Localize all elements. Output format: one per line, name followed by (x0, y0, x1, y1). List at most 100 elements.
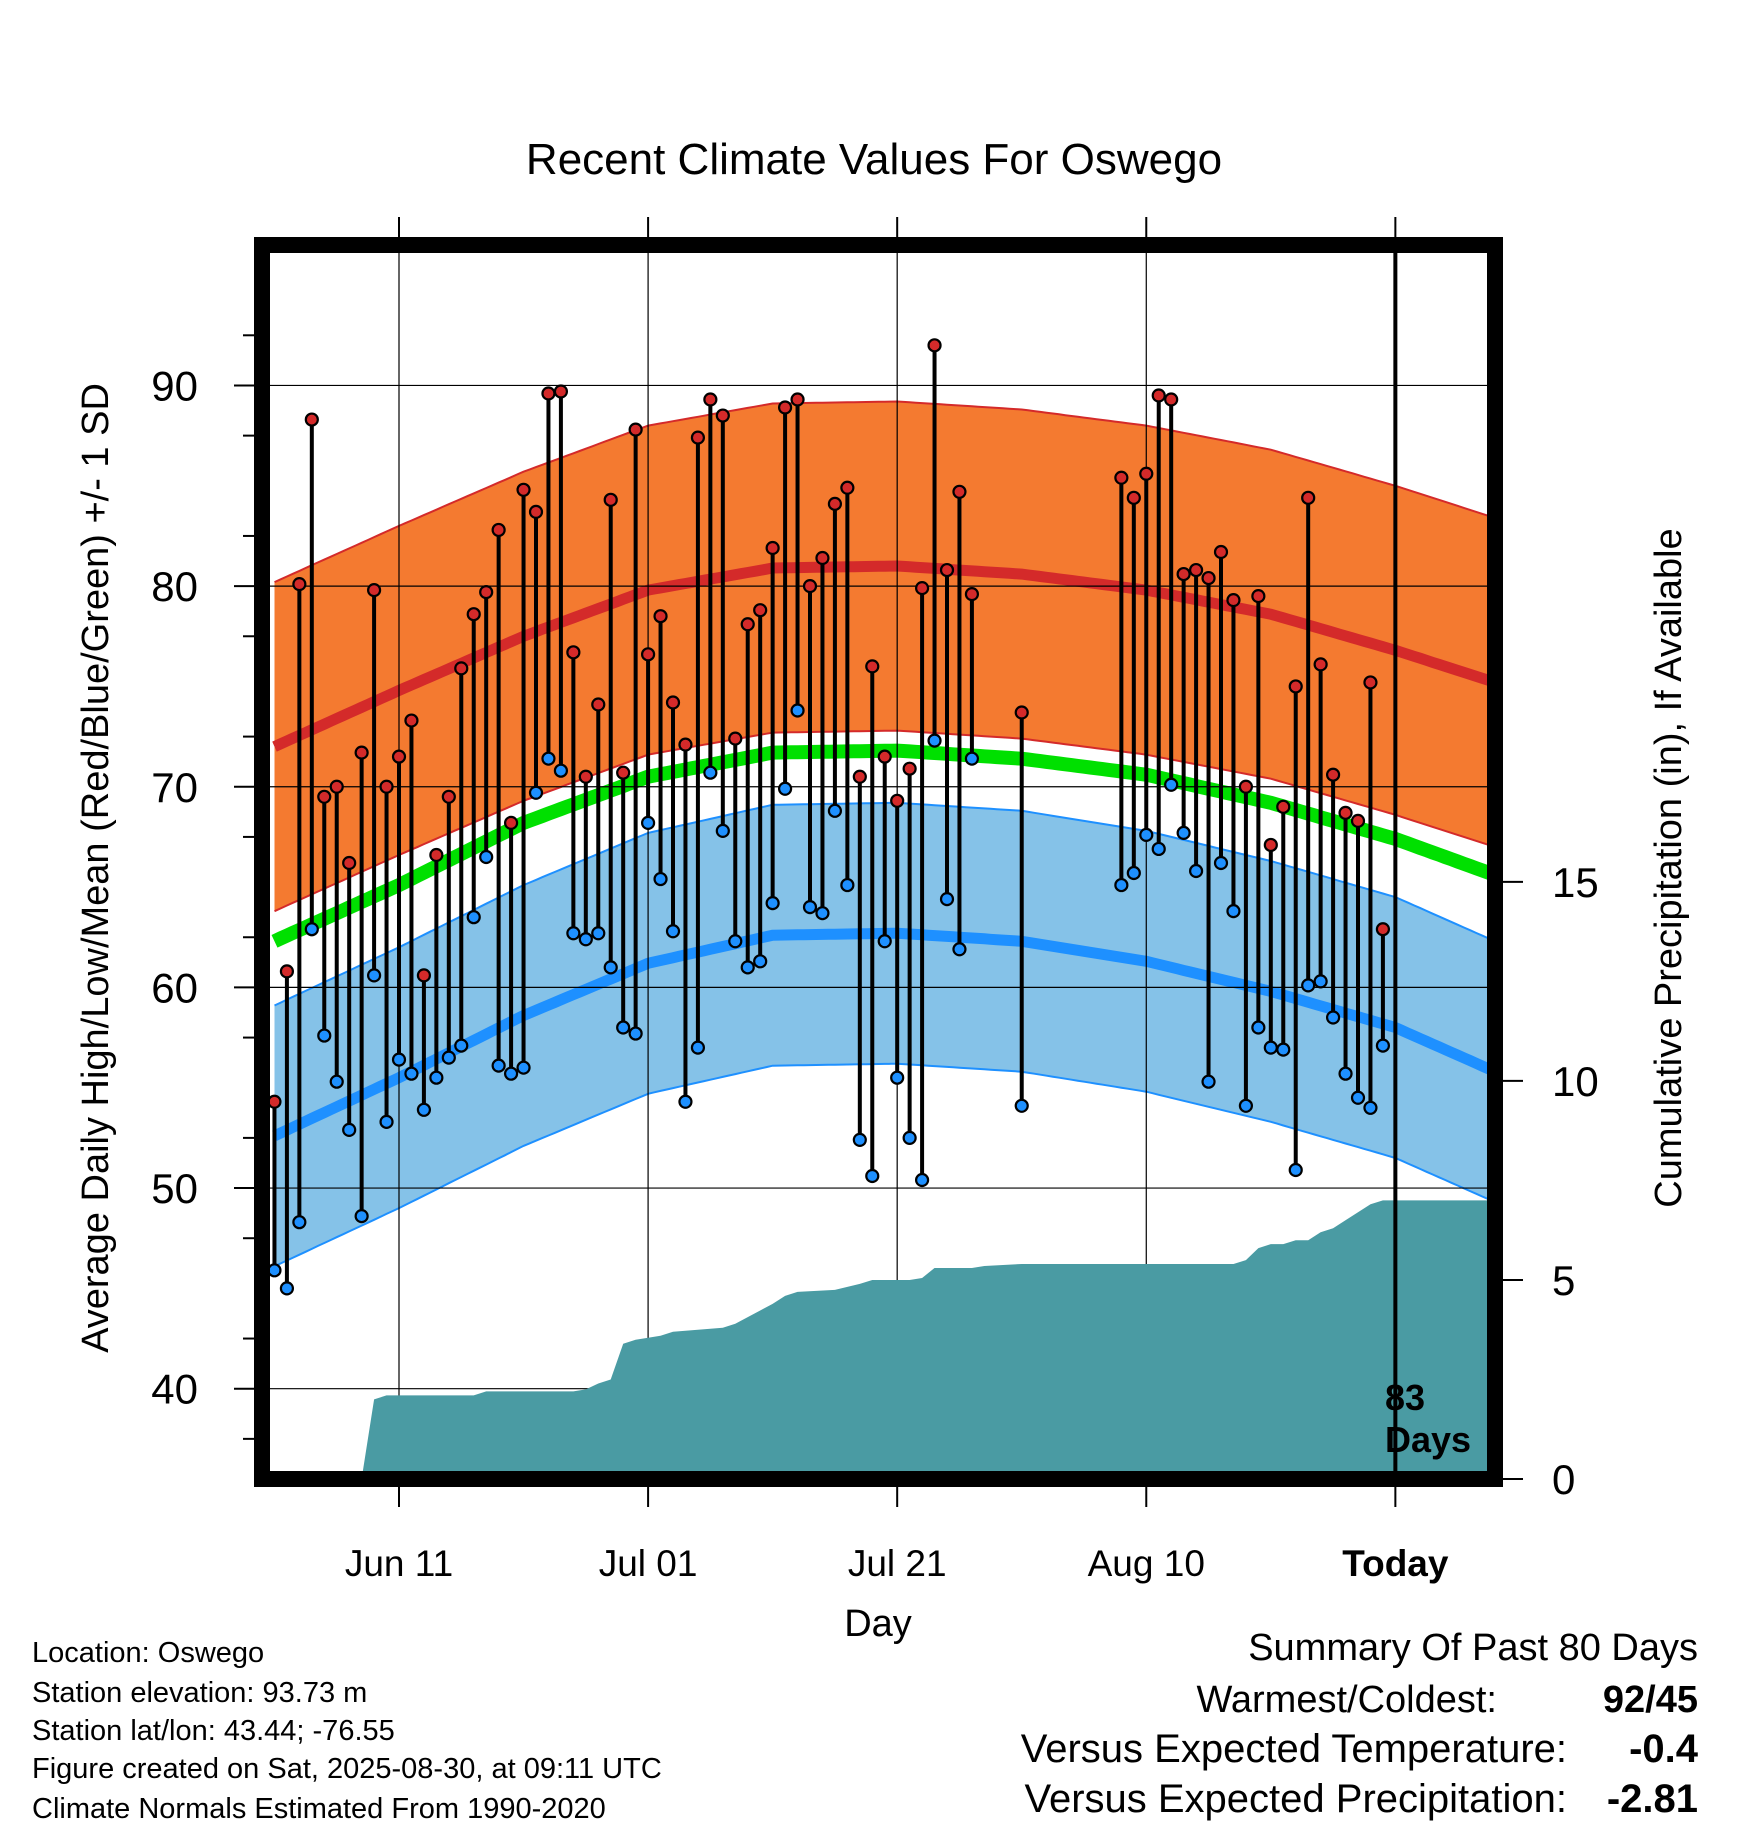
summary-coldest: 45 (1656, 1679, 1698, 1721)
y-tick-label: 90 (151, 362, 198, 409)
daily-low-point (1213, 855, 1229, 871)
daily-high-point (578, 769, 593, 784)
daily-high-point (1164, 392, 1179, 407)
daily-high-point (939, 562, 955, 578)
daily-high-point (1251, 589, 1266, 604)
daily-low-point (292, 1215, 307, 1230)
x-axis-label: Day (844, 1603, 912, 1645)
daily-low-point (740, 960, 755, 975)
daily-low-point (678, 1094, 693, 1109)
low-sd-lower-edge (274, 1062, 1495, 1268)
daily-low-point (1276, 1042, 1291, 1057)
daily-low-point (1176, 825, 1191, 841)
daily-high-point (1338, 805, 1353, 820)
x-tick-label: Jul 21 (848, 1543, 947, 1584)
daily-high-point (840, 480, 855, 495)
daily-high-point (715, 408, 730, 423)
daily-high-point (342, 855, 357, 871)
daily-low-point (1338, 1066, 1353, 1081)
daily-high-point (777, 400, 793, 415)
plot-frame (254, 237, 1503, 1487)
today-days-count: 83 (1385, 1377, 1425, 1418)
daily-high-point (690, 430, 706, 445)
summary-panel: Summary Of Past 80 Days Warmest/Coldest:… (1021, 1627, 1699, 1821)
daily-high-point (927, 338, 942, 353)
y-tick-label: 80 (151, 563, 198, 610)
daily-high-point (802, 579, 818, 594)
daily-low-point (342, 1122, 357, 1137)
summary-slash: / (1645, 1679, 1656, 1721)
daily-high-point (304, 412, 319, 427)
daily-high-point (1126, 490, 1141, 505)
daily-high-point (404, 713, 419, 728)
daily-high-point (503, 815, 519, 830)
daily-low-point (541, 751, 556, 766)
daily-high-point (366, 583, 382, 598)
daily-low-point (317, 1028, 332, 1043)
daily-low-point (902, 1130, 917, 1145)
daily-high-point (753, 603, 768, 618)
footer-latlon: Station lat/lon: 43.44; -76.55 (32, 1715, 395, 1747)
daily-low-point (429, 1070, 444, 1085)
daily-low-point (1201, 1074, 1216, 1089)
daily-low-point (416, 1102, 432, 1117)
daily-high-point (1325, 767, 1341, 782)
daily-low-point (603, 960, 618, 975)
footer-info: Location: Oswego Station elevation: 93.7… (32, 1637, 662, 1825)
daily-high-point (1213, 544, 1229, 560)
daily-low-point (1126, 865, 1141, 881)
y-axis-label: Average Daily High/Low/Mean (Red/Blue/Gr… (75, 383, 117, 1353)
daily-low-point (827, 803, 843, 818)
footer-normals: Climate Normals Estimated From 1990-2020 (32, 1793, 606, 1825)
daily-high-point (279, 964, 295, 979)
x-tick-label: Jun 11 (345, 1543, 453, 1584)
daily-high-point (1301, 490, 1316, 505)
daily-low-point (665, 924, 681, 939)
daily-high-point (653, 609, 668, 624)
daily-low-point (815, 906, 830, 921)
daily-high-point (566, 645, 581, 660)
footer-elevation: Station elevation: 93.73 m (32, 1677, 367, 1709)
daily-low-point (528, 785, 544, 800)
daily-high-point (865, 659, 880, 674)
daily-low-point (391, 1052, 407, 1067)
daily-high-point (1176, 566, 1191, 582)
y2-tick-label: 5 (1552, 1257, 1575, 1304)
daily-high-point (1288, 679, 1303, 694)
daily-high-point (1363, 675, 1378, 690)
daily-high-point (1014, 705, 1029, 720)
y2-axis-label: Cumulative Precipitation (in), If Availa… (1648, 528, 1690, 1207)
daily-high-point (914, 581, 930, 596)
daily-low-point (516, 1060, 531, 1075)
daily-high-point (1139, 466, 1154, 481)
daily-low-point (927, 733, 942, 748)
daily-high-point (815, 550, 830, 566)
summary-precip-label: Versus Expected Precipitation: (1024, 1777, 1567, 1821)
high-sd-upper-edge (274, 400, 1495, 584)
daily-high-point (1276, 799, 1291, 814)
footer-created: Figure created on Sat, 2025-08-30, at 09… (32, 1753, 662, 1785)
daily-low-point (1188, 863, 1204, 879)
daily-low-point (1226, 904, 1241, 919)
daily-low-point (865, 1168, 880, 1184)
daily-low-point (952, 942, 967, 957)
daily-low-point (591, 926, 606, 941)
daily-high-point (790, 392, 805, 407)
daily-high-point (1263, 837, 1278, 853)
daily-low-point (578, 932, 593, 947)
summary-temp-label: Versus Expected Temperature: (1021, 1727, 1567, 1771)
daily-low-point (1014, 1098, 1029, 1113)
daily-low-point (628, 1026, 643, 1041)
precip-area (274, 1200, 1495, 1479)
daily-high-point (591, 697, 606, 712)
daily-high-point (454, 661, 469, 676)
daily-high-point (703, 392, 718, 407)
daily-high-point (952, 484, 967, 499)
daily-low-point (753, 954, 768, 969)
daily-low-point (1313, 974, 1328, 989)
low-sd-band (274, 802, 1495, 1267)
daily-high-point (740, 617, 755, 632)
daily-low-point (690, 1040, 706, 1055)
daily-low-point (1288, 1162, 1303, 1178)
daily-low-point (267, 1263, 282, 1278)
